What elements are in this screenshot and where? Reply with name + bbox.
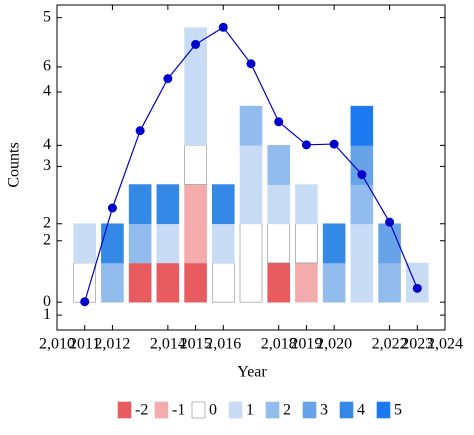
y2-tick-label: 3 [43, 157, 51, 174]
legend-label: 5 [394, 402, 402, 419]
y2-tick-label: 5 [43, 8, 51, 25]
x-tick-label: 2,014 [150, 336, 186, 353]
bar-segment [267, 184, 291, 225]
legend-label: 3 [320, 402, 328, 419]
x2-tick-label: 2023 [401, 336, 433, 353]
bar-segment [211, 184, 235, 225]
x2-tick-label: 2019 [290, 336, 322, 353]
x2-tick-label: 2011 [69, 336, 100, 353]
y-tick-label: 4 [43, 136, 51, 153]
legend-swatch [339, 401, 354, 419]
line-marker [301, 140, 311, 150]
bar-segment [156, 262, 180, 303]
plot-frame [56, 4, 446, 331]
bar-segment [211, 223, 235, 264]
bar-segment [322, 223, 346, 264]
line-marker [107, 203, 117, 213]
bar-segment [350, 184, 374, 225]
y2-tick-label: 2 [43, 231, 51, 248]
y-tick-label: 2 [43, 214, 51, 231]
legend-swatch [265, 401, 280, 419]
legend-label: -2 [135, 402, 148, 419]
legend-swatch [302, 401, 317, 419]
x-tick-label: 2,020 [316, 336, 352, 353]
line-marker [80, 297, 90, 307]
bar-segment [128, 262, 152, 303]
line-marker [218, 22, 228, 32]
bar-segment [239, 145, 263, 225]
bar-segment [239, 223, 263, 303]
bar-segment [405, 262, 429, 303]
bar-segment [350, 223, 374, 303]
bar-segment [239, 105, 263, 146]
bar-segment [184, 184, 207, 264]
bar-segment [101, 223, 124, 264]
bar-segment [267, 262, 291, 303]
x-tick-label: 2,012 [94, 336, 130, 353]
line-marker [357, 170, 367, 180]
line-marker [274, 117, 284, 127]
legend-swatch [154, 401, 169, 419]
bar-segment [156, 223, 180, 264]
legend-swatch [191, 401, 206, 419]
y-tick-label: 0 [43, 293, 51, 310]
x-tick-label: 2,010 [39, 336, 75, 353]
y2-tick-label: 4 [43, 83, 51, 100]
legend-label: 0 [209, 402, 217, 419]
bar-segment [128, 184, 152, 225]
line-marker [135, 126, 145, 136]
line-marker [412, 283, 422, 293]
bar-segment [184, 145, 207, 185]
bar-segment [350, 105, 374, 146]
y2-tick-label: 1 [43, 306, 51, 323]
bar-segment [184, 27, 207, 146]
line-marker [385, 217, 395, 227]
bar-segment [73, 262, 97, 303]
bar-segment [156, 184, 180, 225]
legend-label: -1 [172, 402, 185, 419]
bar-segment [378, 223, 401, 264]
bar-segment [378, 262, 401, 303]
bar-segment [101, 262, 124, 303]
bar-segment [184, 262, 207, 303]
line-marker [191, 39, 201, 49]
bar-segment [295, 184, 318, 225]
y-tick-label: 6 [43, 58, 51, 75]
legend-label: 1 [246, 402, 254, 419]
bar-segment [295, 262, 318, 303]
legend-label: 4 [357, 402, 365, 419]
x-tick-label: 2,024 [427, 336, 463, 353]
x-axis-label: Year [237, 364, 267, 381]
x-tick-label: 2,016 [205, 336, 241, 353]
line-marker [246, 59, 256, 69]
legend-swatch [228, 401, 243, 419]
bar-segment [295, 223, 318, 264]
legend-swatch [376, 401, 391, 419]
legend-label: 2 [283, 402, 291, 419]
x2-tick-label: 2015 [180, 336, 212, 353]
y-axis-label: Counts [6, 142, 23, 187]
bar-segment [128, 223, 152, 264]
bar-segment [211, 262, 235, 303]
line-marker [329, 139, 339, 149]
x-tick-label: 2,018 [261, 336, 297, 353]
legend-swatch [117, 401, 132, 419]
bar-segment [73, 223, 97, 264]
bar-segment [267, 145, 291, 185]
bar-segment [267, 223, 291, 264]
bar-segment [322, 262, 346, 303]
x-tick-label: 2,022 [372, 336, 408, 353]
line-marker [163, 74, 173, 84]
